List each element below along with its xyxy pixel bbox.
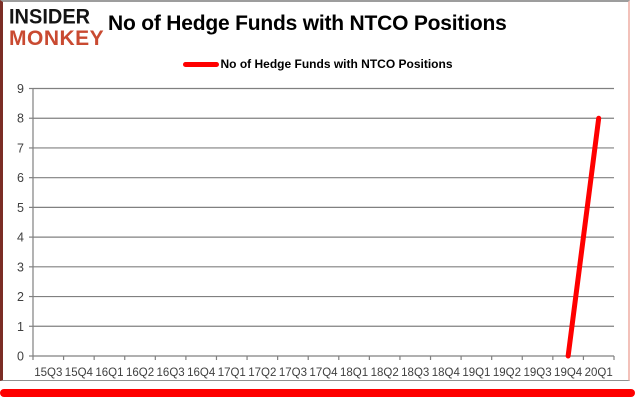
legend-label: No of Hedge Funds with NTCO Positions (220, 57, 453, 71)
insider-monkey-logo: INSIDER MONKEY (9, 5, 105, 50)
x-tick-label: 18Q2 (371, 367, 399, 379)
y-tick-label: 8 (17, 112, 24, 126)
chart-frame (0, 0, 630, 381)
legend: No of Hedge Funds with NTCO Positions (0, 57, 635, 71)
x-tick-label: 19Q4 (554, 367, 583, 379)
x-tick-label: 17Q1 (218, 367, 246, 379)
x-tick-label: 19Q1 (462, 367, 490, 379)
x-tick-label: 17Q2 (248, 367, 276, 379)
x-tick-label: 20Q1 (585, 367, 613, 379)
x-tick-label: 16Q4 (187, 367, 216, 379)
chart-title: No of Hedge Funds with NTCO Positions (108, 12, 507, 35)
x-tick-label: 16Q1 (95, 367, 123, 379)
y-tick-label: 7 (17, 141, 24, 155)
x-tick-label: 16Q3 (157, 367, 185, 379)
logo-text-monkey: MONKEY (9, 27, 105, 50)
legend-line-swatch (182, 61, 219, 67)
y-tick-label: 2 (17, 290, 24, 304)
y-tick-label: 6 (17, 171, 24, 185)
y-tick-label: 5 (17, 201, 24, 215)
x-tick-label: 18Q4 (432, 367, 461, 379)
x-tick-label: 17Q4 (309, 367, 338, 379)
bottom-red-bar (0, 389, 635, 397)
x-tick-label: 19Q2 (493, 367, 521, 379)
series-line (565, 115, 602, 359)
y-tick-label: 4 (17, 231, 24, 245)
x-tick-label: 15Q3 (34, 367, 62, 379)
x-tick-label: 18Q3 (401, 367, 429, 379)
logo-text-insider: INSIDER (9, 5, 91, 29)
y-tick-label: 9 (17, 82, 24, 96)
x-tick-label: 16Q2 (126, 367, 154, 379)
y-tick-label: 1 (17, 320, 24, 334)
x-tick-label: 15Q4 (65, 367, 94, 379)
x-tick-label: 18Q1 (340, 367, 368, 379)
y-tick-label: 0 (17, 350, 24, 364)
y-tick-label: 3 (17, 260, 24, 274)
x-tick-label: 17Q3 (279, 367, 307, 379)
x-tick-label: 19Q3 (523, 367, 551, 379)
